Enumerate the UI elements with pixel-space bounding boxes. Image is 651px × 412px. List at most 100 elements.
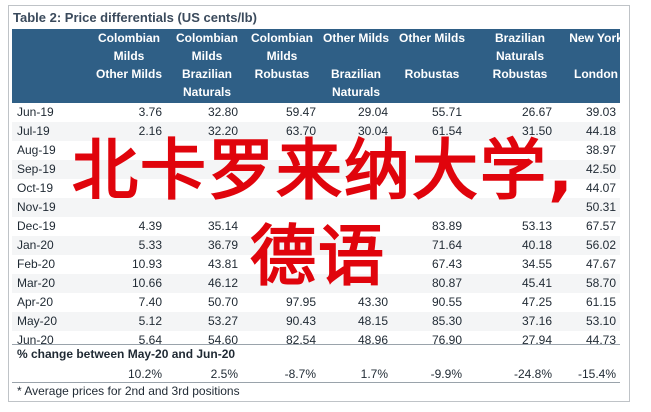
table-cell: 53.10 [585,314,616,328]
table-cell [392,198,462,217]
column-header-line: New York [569,31,623,45]
divider [12,344,620,345]
column-header: New York London [557,29,635,103]
column-header: Colombian Milds Brazilian Naturals [168,29,246,103]
table-cell [318,141,388,160]
row-label: Sep-19 [17,162,56,176]
pct-change-cell: 10.2% [127,367,162,381]
column-header-line: Robustas [404,67,460,81]
table-cell [318,179,388,198]
table-row: Feb-20 10.93 43.81 67.43 34.55 47.67 [12,255,620,274]
table-cell: 71.64 [431,238,462,252]
table-cell [246,217,316,236]
table-cell [392,179,462,198]
table-cell: 42.50 [585,162,616,176]
table-cell: 43.81 [207,257,238,271]
table-cell: 83.89 [431,219,462,233]
row-label: Jun-20 [17,333,54,347]
column-header-line [393,47,471,65]
column-header: Other Milds Brazilian Naturals [317,29,395,103]
table-cell: 2.16 [138,124,162,138]
table-cell: 37.16 [521,314,552,328]
table-cell: 67.57 [585,219,616,233]
table-cell [168,160,238,179]
column-header: Colombian Milds Other Milds [90,29,168,103]
table-cell: 53.27 [207,314,238,328]
pct-change-cell: -15.4% [577,367,616,381]
table-cell [318,236,388,255]
row-label: Mar-20 [17,276,56,290]
table-cell: 5.12 [138,314,162,328]
table-cell: 90.55 [431,295,462,309]
row-label: Dec-19 [17,219,56,233]
row-label: Nov-19 [17,200,56,214]
row-label: Jul-19 [17,124,50,138]
table-cell: 53.13 [521,219,552,233]
column-header-line: London [574,67,618,81]
table-cell: 43.30 [357,295,388,309]
table-row: Apr-20 7.40 50.70 97.95 43.30 90.55 47.25 61.15 [12,293,620,312]
table-cell: 85.30 [431,314,462,328]
table-cell: 82.54 [285,333,316,347]
column-header-line: Naturals [182,85,232,99]
column-header-line: Milds [113,49,145,63]
divider [12,382,620,383]
table-cell [168,141,238,160]
table-row: Jul-19 2.16 32.20 63.70 30.04 61.54 31.50 44.18 [12,122,620,141]
table-cell: 67.43 [431,257,462,271]
table-cell: 4.39 [138,219,162,233]
table-row: Jan-20 5.33 36.79 71.64 40.18 56.02 [12,236,620,255]
table-cell [92,198,162,217]
table-cell: 48.15 [357,314,388,328]
row-label: Jun-19 [17,105,54,119]
column-header-line: Milds [266,49,298,63]
row-label: Apr-20 [17,295,54,309]
row-label: Oct-19 [17,181,54,195]
table-cell: 97.95 [285,295,316,309]
table-cell [246,255,316,274]
table-cell: 32.80 [207,105,238,119]
table-cell: 5.64 [138,333,162,347]
table-cell [318,198,388,217]
table-cell: 5.33 [138,238,162,252]
table-cell [92,160,162,179]
table-row: Mar-20 10.66 46.12 80.87 45.41 58.70 [12,274,620,293]
column-header-line: Colombian [98,31,160,45]
column-header-line: Robustas [254,67,310,81]
table-cell [246,141,316,160]
column-header-line: Other Milds [322,31,389,45]
table-row: Dec-19 4.39 35.14 83.89 53.13 67.57 [12,217,620,236]
pct-change-cell: 2.5% [210,367,238,381]
table-cell [482,179,552,198]
table-cell: 35.14 [207,219,238,233]
table-cell [482,141,552,160]
table-cell: 44.18 [585,124,616,138]
table-cell: 40.18 [521,238,552,252]
table-cell [246,179,316,198]
pct-change-cell: -8.7% [284,367,316,381]
column-header-line: Milds [191,49,223,63]
table-cell: 30.04 [357,124,388,138]
table-cell [246,198,316,217]
table-cell: 26.67 [521,105,552,119]
row-label: Jan-20 [17,238,54,252]
table-cell [92,179,162,198]
column-header-line: Brazilian [494,31,545,45]
table-cell: 80.87 [431,276,462,290]
table-cell: 50.31 [585,200,616,214]
table-cell [168,179,238,198]
row-label: May-20 [17,314,58,328]
table-cell: 27.94 [521,333,552,347]
table-cell: 58.70 [585,276,616,290]
column-header-line [317,47,395,65]
column-header-line: Brazilian [330,67,381,81]
table-row: Sep-19 42.50 [12,160,620,179]
table-cell [318,217,388,236]
table-row: Nov-19 50.31 [12,198,620,217]
table-cell [482,160,552,179]
table-cell [92,141,162,160]
table-cell: 76.90 [431,333,462,347]
column-header-line [557,47,635,65]
table-cell [318,160,388,179]
table-cell [392,141,462,160]
